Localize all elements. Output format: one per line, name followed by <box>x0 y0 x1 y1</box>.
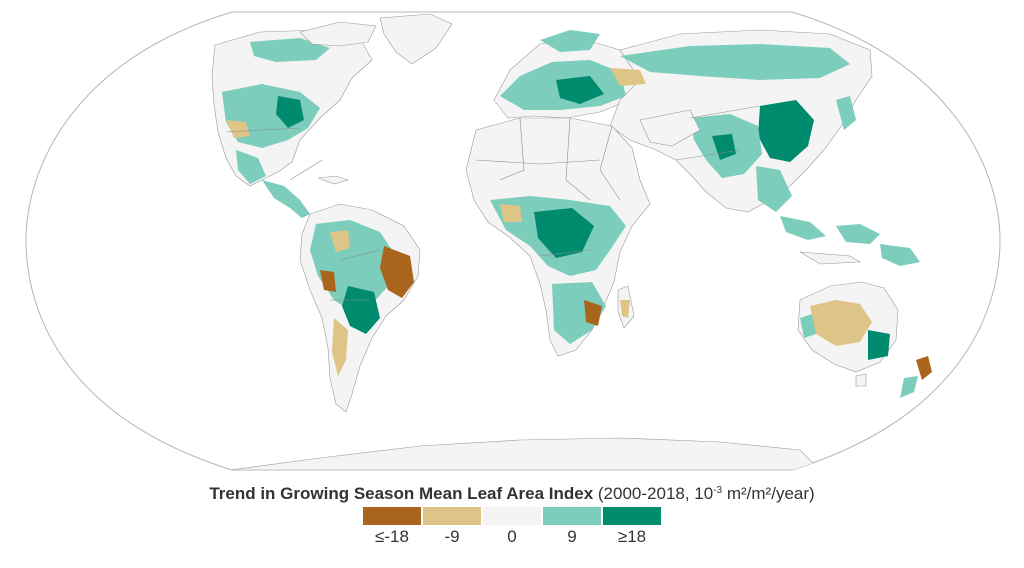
land-region-dark <box>868 330 890 360</box>
legend-swatch <box>483 507 541 525</box>
land-region-green <box>250 38 330 62</box>
land-region-green <box>552 282 606 344</box>
land-region-green <box>880 244 920 266</box>
land-region-dark <box>758 100 814 162</box>
country-border-line <box>675 149 741 161</box>
land-region-brown <box>584 300 602 326</box>
legend-color-bar <box>363 507 661 525</box>
north-america <box>211 21 377 187</box>
land-region-base <box>799 251 862 265</box>
country-border-line <box>599 125 621 201</box>
legend-swatch <box>603 507 661 525</box>
asia <box>609 29 873 213</box>
legend-title-units-b: m²/m²/year) <box>722 484 815 503</box>
land-region-brown <box>380 246 414 298</box>
southeast-asia-islands <box>780 216 920 266</box>
africa <box>465 117 651 357</box>
land-region-tan <box>330 230 350 252</box>
land-region-dark <box>276 96 304 128</box>
legend-title-units-a: (2000-2018, 10 <box>593 484 714 503</box>
land-region-base <box>317 175 350 185</box>
land-region-tan <box>226 120 250 138</box>
land-region-green <box>780 216 826 240</box>
country-border-line <box>689 105 761 119</box>
europe <box>493 30 641 119</box>
land-region-green <box>236 150 266 184</box>
land-region-green <box>620 44 850 80</box>
land-region-brown <box>320 270 336 292</box>
country-border-line <box>499 117 525 181</box>
greenland <box>379 13 453 65</box>
land-region-dark <box>342 286 380 334</box>
legend-swatch <box>363 507 421 525</box>
continents <box>211 13 932 470</box>
legend-labels: ≤-18 -9 0 9 ≥18 <box>363 527 661 549</box>
country-border-line <box>225 127 301 133</box>
land-region-green <box>800 314 816 338</box>
australia <box>797 281 899 387</box>
country-border-line <box>565 117 591 201</box>
land-region-base <box>639 109 701 147</box>
land-region-tan <box>810 300 872 346</box>
land-region-tan <box>620 300 630 318</box>
land-region-green <box>900 376 918 398</box>
land-region-green <box>756 166 792 212</box>
legend-label: 9 <box>567 527 577 546</box>
land-region-green <box>540 30 600 52</box>
central-america <box>262 175 350 218</box>
land-region-base <box>299 21 377 47</box>
legend-swatch <box>423 507 481 525</box>
country-border-line <box>539 249 591 257</box>
land-region-tan <box>500 204 522 222</box>
country-border-line <box>475 159 601 165</box>
legend-title: Trend in Growing Season Mean Leaf Area I… <box>0 484 1024 504</box>
land-region-green <box>836 224 880 244</box>
land-region-green <box>836 96 856 130</box>
legend-label: ≤-18 <box>375 527 409 546</box>
new-zealand <box>900 356 932 398</box>
land-region-base <box>379 13 453 65</box>
country-border-line <box>339 249 381 261</box>
legend-label: ≥18 <box>617 527 647 546</box>
country-borders <box>225 105 761 301</box>
land-region-green <box>262 180 310 218</box>
legend-title-main: Trend in Growing Season Mean Leaf Area I… <box>209 484 594 503</box>
map-canvas <box>25 11 1001 471</box>
legend-title-exponent: -3 <box>713 485 723 496</box>
legend-label: -9 <box>444 527 460 546</box>
land-region-base <box>855 373 867 387</box>
land-region-dark <box>556 76 604 104</box>
land-region-brown <box>916 356 932 380</box>
south-america <box>299 203 421 413</box>
legend-swatch <box>543 507 601 525</box>
world-map <box>25 11 1001 471</box>
land-region-dark <box>534 208 594 258</box>
land-region-tan <box>332 318 348 376</box>
legend-label: 0 <box>507 527 517 546</box>
land-region-tan <box>610 68 646 86</box>
country-border-line <box>289 159 323 181</box>
